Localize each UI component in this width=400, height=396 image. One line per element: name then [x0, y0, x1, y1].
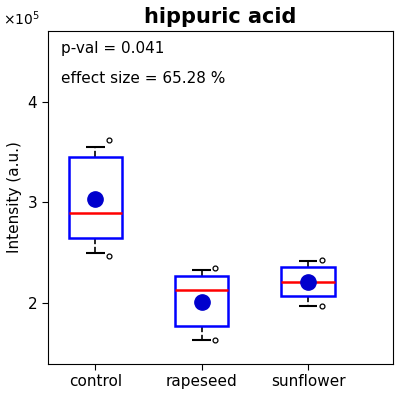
Text: $\times10^5$: $\times10^5$ [3, 10, 40, 28]
Y-axis label: Intensity (a.u.): Intensity (a.u.) [7, 141, 22, 253]
Text: effect size = 65.28 %: effect size = 65.28 % [62, 71, 226, 86]
Bar [282, 267, 335, 296]
Text: p-val = 0.041: p-val = 0.041 [62, 41, 165, 56]
Bar [69, 157, 122, 238]
Title: hippuric acid: hippuric acid [144, 7, 296, 27]
Bar [175, 276, 228, 326]
